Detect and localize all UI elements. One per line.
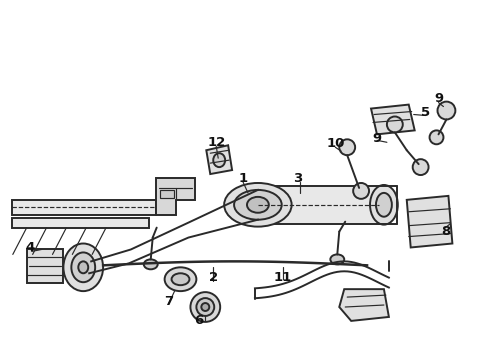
- Ellipse shape: [63, 243, 103, 291]
- Text: 7: 7: [164, 294, 173, 307]
- Text: 2: 2: [209, 271, 218, 284]
- Polygon shape: [156, 178, 196, 215]
- Text: 4: 4: [25, 241, 34, 254]
- Ellipse shape: [413, 159, 429, 175]
- Ellipse shape: [196, 298, 214, 316]
- Ellipse shape: [234, 190, 282, 220]
- Text: 1: 1: [239, 171, 247, 185]
- Text: 9: 9: [434, 92, 443, 105]
- Text: 8: 8: [441, 225, 450, 238]
- Text: 3: 3: [293, 171, 302, 185]
- Text: 12: 12: [207, 136, 225, 149]
- Ellipse shape: [165, 267, 196, 291]
- Text: 9: 9: [372, 132, 382, 145]
- Polygon shape: [206, 145, 232, 174]
- Text: 6: 6: [194, 314, 203, 327]
- Polygon shape: [12, 200, 156, 215]
- Ellipse shape: [370, 185, 398, 225]
- Ellipse shape: [72, 252, 95, 282]
- Polygon shape: [160, 190, 173, 198]
- Ellipse shape: [144, 260, 158, 269]
- Polygon shape: [12, 218, 149, 228]
- Ellipse shape: [339, 139, 355, 155]
- Ellipse shape: [376, 193, 392, 217]
- Ellipse shape: [224, 183, 292, 227]
- Ellipse shape: [353, 183, 369, 199]
- Polygon shape: [339, 289, 389, 321]
- Polygon shape: [26, 249, 63, 283]
- Polygon shape: [407, 196, 452, 247]
- Ellipse shape: [387, 117, 403, 132]
- Ellipse shape: [213, 153, 225, 167]
- Polygon shape: [258, 186, 379, 224]
- Text: 5: 5: [421, 106, 430, 119]
- Ellipse shape: [201, 303, 209, 311]
- Ellipse shape: [78, 261, 88, 273]
- Ellipse shape: [430, 130, 443, 144]
- Polygon shape: [371, 105, 415, 134]
- Ellipse shape: [191, 292, 220, 322]
- Text: 11: 11: [273, 271, 292, 284]
- Ellipse shape: [172, 273, 190, 285]
- Ellipse shape: [330, 255, 344, 264]
- Ellipse shape: [247, 197, 269, 213]
- Ellipse shape: [438, 102, 455, 120]
- Text: 10: 10: [326, 137, 344, 150]
